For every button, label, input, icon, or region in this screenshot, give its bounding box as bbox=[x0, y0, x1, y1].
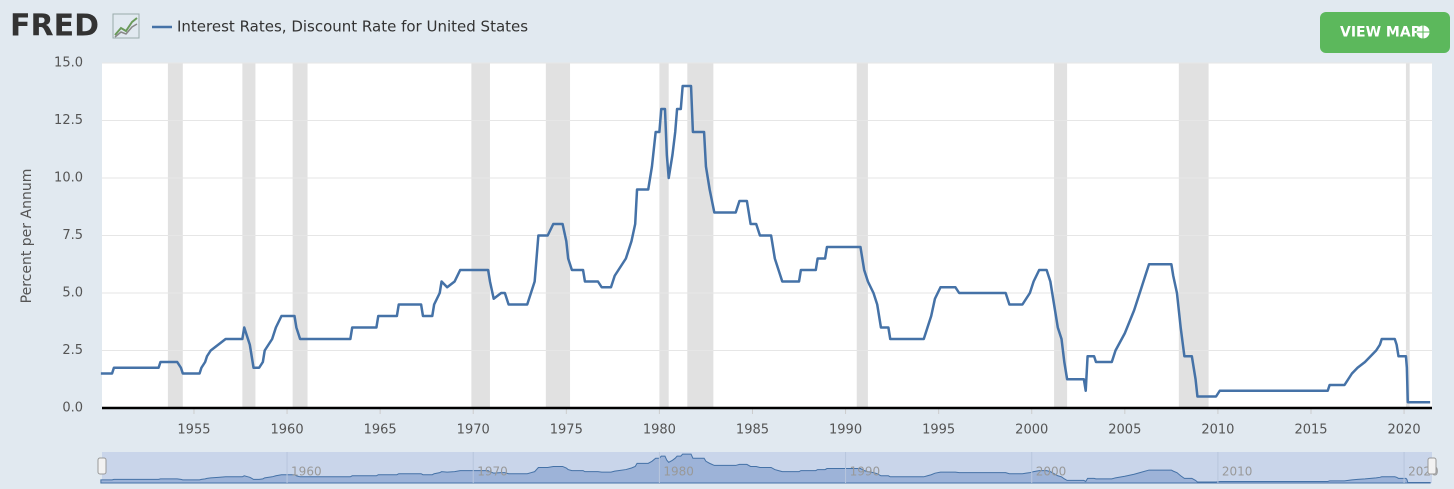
navigator-tick-label: 1980 bbox=[663, 465, 694, 479]
navigator-tick-label: 1990 bbox=[850, 465, 881, 479]
x-tick-label: 1965 bbox=[364, 423, 397, 438]
navigator-tick-label: 2010 bbox=[1222, 465, 1253, 479]
y-tick-label: 15.0 bbox=[54, 56, 83, 71]
y-tick-label: 10.0 bbox=[54, 171, 83, 186]
x-tick-label: 2000 bbox=[1015, 423, 1048, 438]
x-tick-label: 2010 bbox=[1201, 423, 1234, 438]
x-tick-label: 2020 bbox=[1388, 423, 1421, 438]
navigator-tick-label: 1970 bbox=[477, 465, 508, 479]
y-tick-label: 2.5 bbox=[62, 343, 83, 358]
y-tick-label: 5.0 bbox=[62, 286, 83, 301]
x-tick-label: 1955 bbox=[177, 423, 210, 438]
button-label[interactable]: VIEW MAP bbox=[1340, 25, 1421, 41]
x-tick-label: 1970 bbox=[457, 423, 490, 438]
navigator: 1960 1970 1980 1990 2000 2010 2020 bbox=[97, 452, 1439, 484]
navigator-tick-label: 2000 bbox=[1036, 465, 1067, 479]
y-tick-label: 12.5 bbox=[54, 113, 83, 128]
legend-label: Interest Rates, Discount Rate for United… bbox=[177, 18, 528, 36]
navigator-handle[interactable] bbox=[1427, 457, 1437, 475]
logo-icon bbox=[112, 13, 140, 39]
x-tick-label: 1995 bbox=[922, 423, 955, 438]
navigator-area bbox=[100, 453, 1431, 484]
x-tick-label: 1985 bbox=[736, 423, 769, 438]
data-line bbox=[100, 84, 1431, 404]
view-map-button[interactable]: VIEW MAP bbox=[1320, 12, 1450, 53]
x-tick-label: 2015 bbox=[1294, 423, 1327, 438]
x-tick-label: 1990 bbox=[829, 423, 862, 438]
y-axis-label: Percent per Annum bbox=[19, 169, 35, 304]
x-tick-label: 1980 bbox=[643, 423, 676, 438]
navigator-handle[interactable] bbox=[97, 457, 107, 475]
y-tick-label: 7.5 bbox=[62, 228, 83, 243]
x-tick-label: 2005 bbox=[1108, 423, 1141, 438]
x-tick-label: 1960 bbox=[271, 423, 304, 438]
navigator-tick-label: 1960 bbox=[291, 465, 322, 479]
x-tick-label: 1975 bbox=[550, 423, 583, 438]
y-tick-label: 0.0 bbox=[62, 401, 83, 416]
logo: FRED bbox=[10, 9, 99, 44]
